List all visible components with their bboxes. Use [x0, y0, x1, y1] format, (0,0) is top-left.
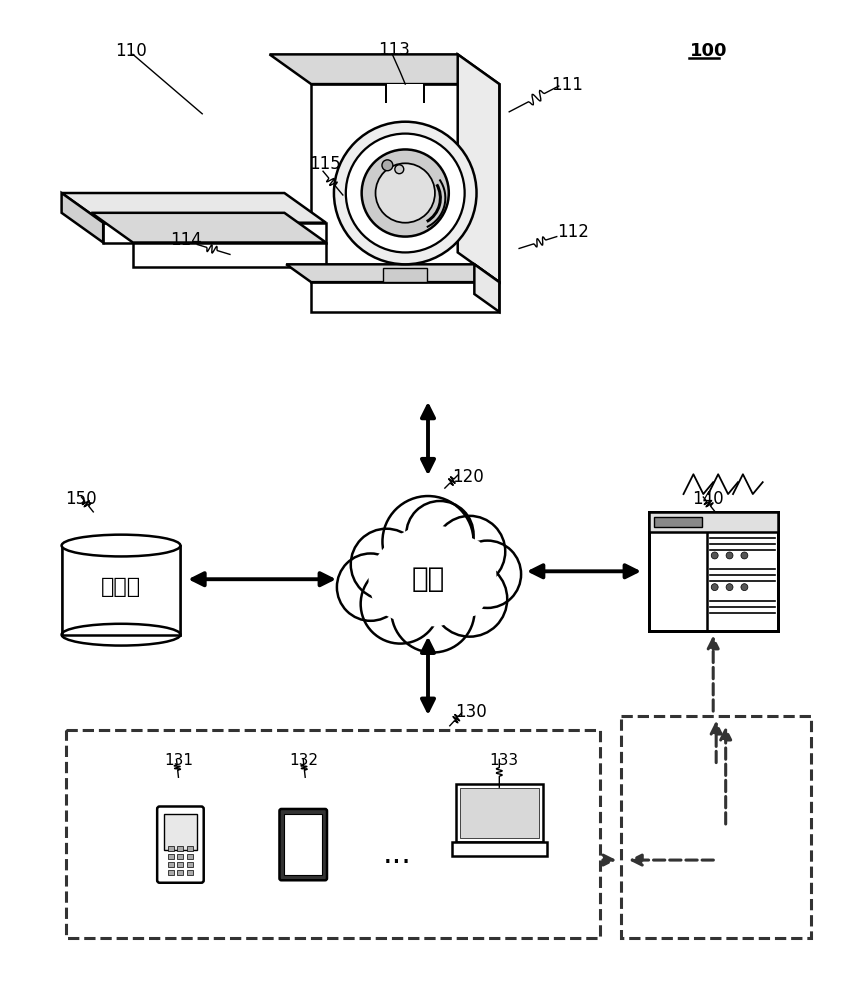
Bar	[285, 814, 322, 875]
FancyBboxPatch shape	[279, 809, 327, 880]
Polygon shape	[286, 264, 500, 282]
Bar	[62, 546, 181, 635]
Text: 111: 111	[551, 76, 583, 94]
Circle shape	[392, 569, 475, 653]
Circle shape	[362, 149, 449, 237]
Bar	[649, 512, 777, 631]
Text: 133: 133	[489, 753, 518, 768]
Circle shape	[361, 564, 440, 644]
Circle shape	[741, 584, 748, 591]
Bar	[459, 788, 539, 838]
Text: 100: 100	[689, 42, 727, 60]
Bar	[62, 546, 181, 635]
Polygon shape	[383, 268, 427, 282]
Bar	[168, 846, 173, 851]
Bar	[168, 870, 173, 875]
Circle shape	[395, 165, 404, 174]
Bar	[621, 716, 812, 938]
Circle shape	[382, 496, 474, 587]
Circle shape	[334, 122, 476, 264]
Text: ...: ...	[383, 840, 411, 869]
Bar	[188, 846, 194, 851]
Bar	[452, 842, 547, 856]
Text: 115: 115	[309, 155, 341, 173]
Text: 113: 113	[379, 41, 411, 59]
Text: 120: 120	[452, 468, 483, 486]
Bar	[649, 512, 777, 532]
Bar	[177, 862, 183, 867]
Bar	[168, 862, 173, 867]
Circle shape	[406, 501, 474, 568]
Polygon shape	[103, 223, 326, 243]
Circle shape	[741, 552, 748, 559]
Bar	[66, 730, 600, 938]
Ellipse shape	[62, 624, 181, 646]
Circle shape	[711, 584, 718, 591]
Circle shape	[337, 553, 405, 621]
Bar	[164, 814, 197, 850]
Text: 131: 131	[165, 753, 194, 768]
Bar	[188, 870, 194, 875]
Circle shape	[434, 516, 506, 587]
Bar	[654, 517, 702, 527]
Polygon shape	[62, 193, 103, 243]
Circle shape	[346, 134, 464, 252]
Ellipse shape	[62, 535, 181, 556]
Polygon shape	[92, 213, 326, 243]
Circle shape	[432, 561, 507, 637]
Polygon shape	[387, 84, 424, 102]
Circle shape	[726, 584, 733, 591]
Text: 112: 112	[557, 223, 589, 241]
Circle shape	[453, 541, 521, 608]
Bar	[188, 862, 194, 867]
Text: 114: 114	[171, 231, 202, 249]
Polygon shape	[62, 193, 326, 223]
FancyBboxPatch shape	[157, 806, 204, 883]
Text: 存储器: 存储器	[101, 577, 141, 597]
Circle shape	[711, 552, 718, 559]
Bar	[456, 784, 542, 842]
Text: 130: 130	[455, 703, 487, 721]
Polygon shape	[369, 522, 497, 627]
Circle shape	[375, 163, 435, 223]
Polygon shape	[270, 54, 500, 84]
Polygon shape	[458, 54, 500, 282]
Text: 140: 140	[692, 490, 724, 508]
Circle shape	[351, 529, 422, 600]
Polygon shape	[133, 243, 326, 267]
Polygon shape	[311, 282, 500, 312]
Bar	[177, 846, 183, 851]
Circle shape	[726, 552, 733, 559]
Bar	[188, 854, 194, 859]
Polygon shape	[475, 264, 500, 312]
Text: 132: 132	[290, 753, 318, 768]
Text: 110: 110	[115, 42, 147, 60]
Polygon shape	[311, 84, 500, 282]
Circle shape	[382, 160, 393, 171]
Text: 150: 150	[66, 490, 97, 508]
Text: 网络: 网络	[411, 565, 445, 593]
Bar	[177, 870, 183, 875]
Bar	[177, 854, 183, 859]
Bar	[168, 854, 173, 859]
